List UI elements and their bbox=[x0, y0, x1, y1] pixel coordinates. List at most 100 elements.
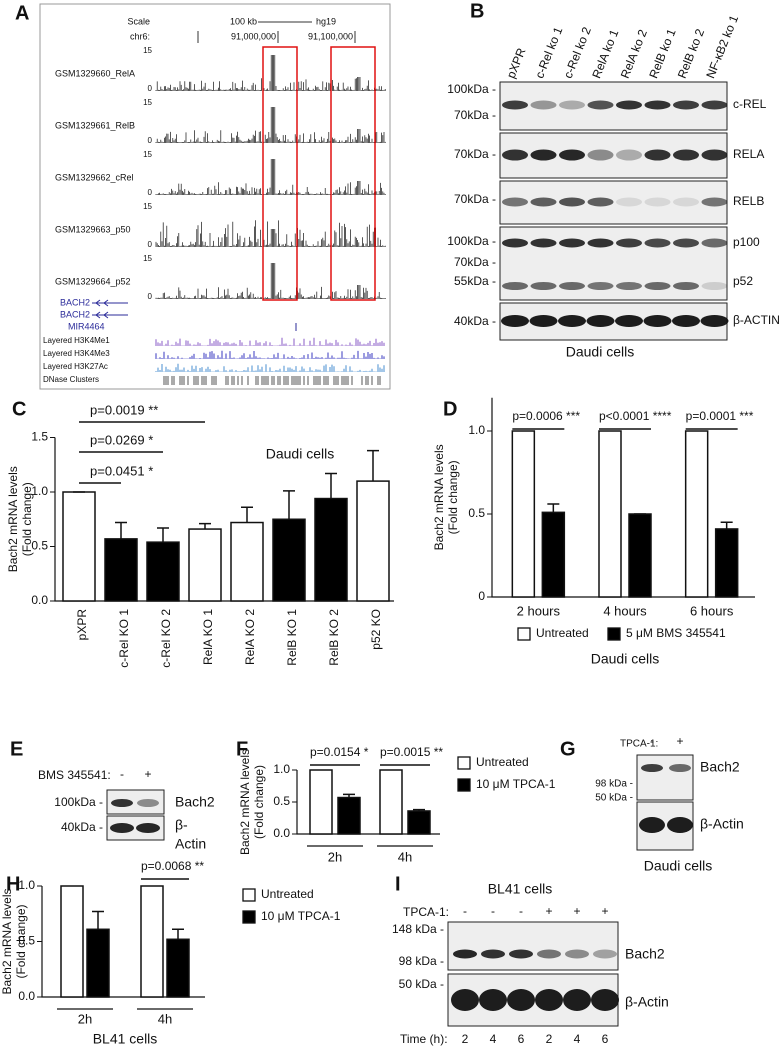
x-tick-label: 4 hours bbox=[603, 603, 647, 618]
track-max: 15 bbox=[143, 98, 152, 107]
p-value: p=0.0015 ** bbox=[380, 745, 443, 759]
blot-band bbox=[587, 282, 614, 290]
legend-label: 10 μM TPCA-1 bbox=[261, 909, 341, 923]
bar bbox=[356, 480, 390, 602]
browser-frame bbox=[39, 3, 391, 390]
blot-band bbox=[501, 315, 529, 327]
time-value: 6 bbox=[602, 1032, 609, 1046]
layered-signal bbox=[155, 363, 385, 372]
blot-band bbox=[565, 949, 589, 959]
lane-sign: - bbox=[491, 904, 495, 918]
blot-band bbox=[701, 282, 728, 290]
blot-band bbox=[616, 149, 642, 161]
signal-track bbox=[155, 107, 386, 143]
y-tick-label: 1.0 bbox=[468, 423, 485, 437]
legend-label: 10 μM TPCA-1 bbox=[476, 777, 556, 791]
blot-band bbox=[701, 197, 728, 207]
blot-band bbox=[559, 197, 585, 207]
track-max: 15 bbox=[143, 254, 152, 263]
scale-size: 100 kb bbox=[230, 16, 257, 26]
blot-band bbox=[673, 197, 699, 207]
bar bbox=[684, 430, 709, 598]
mw-marker: 40kDa - bbox=[61, 820, 103, 834]
x-tick-label: 2h bbox=[328, 849, 342, 864]
blot-band bbox=[644, 238, 671, 248]
blot-band bbox=[644, 100, 671, 110]
blot-band bbox=[616, 282, 642, 290]
blot-band bbox=[644, 149, 671, 161]
legend-label: Untreated bbox=[536, 626, 589, 640]
chart-note: Daudi cells bbox=[266, 446, 334, 462]
blot-band bbox=[502, 197, 528, 207]
x-tick-label: 2 hours bbox=[517, 603, 561, 618]
blot-band bbox=[644, 282, 671, 290]
y-axis-label: Bach2 mRNA levels bbox=[0, 888, 14, 994]
x-tick-label: 2h bbox=[78, 1011, 92, 1026]
track-name: GSM1329662_cRel bbox=[55, 172, 134, 182]
blot-band bbox=[673, 149, 699, 161]
bar bbox=[146, 541, 180, 602]
p-value: p=0.0451 * bbox=[90, 463, 153, 478]
p-value: p=0.0001 *** bbox=[686, 409, 754, 423]
bar bbox=[104, 538, 138, 602]
p-value: p=0.0068 ** bbox=[141, 859, 204, 873]
blot-band bbox=[558, 315, 586, 327]
p-value: p=0.0019 ** bbox=[90, 402, 158, 417]
layered-signal bbox=[155, 337, 385, 346]
error-bar bbox=[199, 522, 211, 530]
treatment: BMS 345541: bbox=[38, 768, 111, 782]
blot-band bbox=[137, 799, 159, 807]
mw-marker: 98 kDa - bbox=[595, 779, 633, 790]
y-axis-label: Bach2 mRNA levels bbox=[6, 466, 20, 572]
blot-band bbox=[535, 989, 563, 1011]
ruler-position: 91,000,000 bbox=[231, 31, 276, 41]
time-value: 4 bbox=[574, 1032, 581, 1046]
blot-band bbox=[481, 949, 505, 959]
blot-band bbox=[701, 100, 728, 110]
bar bbox=[407, 810, 431, 835]
blot-band bbox=[667, 817, 693, 833]
layered-signal bbox=[155, 350, 385, 359]
layered-track: Layered H3K4Me3 bbox=[43, 349, 110, 358]
blot-band bbox=[700, 315, 729, 327]
blot-band bbox=[673, 100, 699, 110]
blot-band bbox=[701, 149, 728, 161]
bar bbox=[314, 497, 348, 602]
error-bar bbox=[367, 449, 379, 482]
blot-band bbox=[529, 315, 558, 327]
x-tick-label: RelA KO 1 bbox=[201, 609, 215, 665]
highlight-box bbox=[262, 46, 298, 301]
legend-swatch bbox=[242, 910, 256, 924]
mw-marker: 50 kDa - bbox=[595, 793, 633, 804]
highlight-box bbox=[330, 46, 376, 301]
track-min: 0 bbox=[148, 136, 153, 145]
blot-band bbox=[586, 315, 615, 327]
blot-band bbox=[559, 100, 585, 110]
lane-label: c-Rel ko 2 bbox=[561, 25, 594, 81]
band-label: β-Actin bbox=[625, 994, 669, 1010]
mw-marker: 40kDa - bbox=[454, 314, 496, 328]
y-tick-label: 0.0 bbox=[31, 593, 48, 607]
panel-label: A bbox=[15, 2, 29, 24]
blot-band bbox=[530, 149, 557, 161]
bar bbox=[379, 769, 403, 835]
panel-title: BL41 cells bbox=[488, 881, 553, 897]
blot-band bbox=[587, 100, 614, 110]
x-axis-label: BL41 cells bbox=[93, 1031, 158, 1047]
lane-sign: + bbox=[545, 904, 552, 918]
bar bbox=[714, 528, 739, 598]
mw-marker: 70kDa - bbox=[454, 255, 496, 269]
panel-label: I bbox=[395, 873, 401, 895]
mw-marker: 70kDa - bbox=[454, 192, 496, 206]
band-label: β- bbox=[175, 817, 188, 833]
caption: Daudi cells bbox=[644, 858, 712, 874]
scale-label: Scale bbox=[127, 16, 150, 26]
p-value: p=0.0006 *** bbox=[512, 409, 580, 423]
y-axis-label: (Fold change) bbox=[252, 765, 266, 839]
bar bbox=[86, 928, 110, 998]
error-bar bbox=[241, 506, 253, 523]
band-label: RELB bbox=[733, 194, 764, 208]
y-axis-label: Bach2 mRNA levels bbox=[432, 444, 446, 550]
legend-swatch bbox=[457, 778, 471, 792]
p-value: p=0.0269 * bbox=[90, 432, 153, 447]
